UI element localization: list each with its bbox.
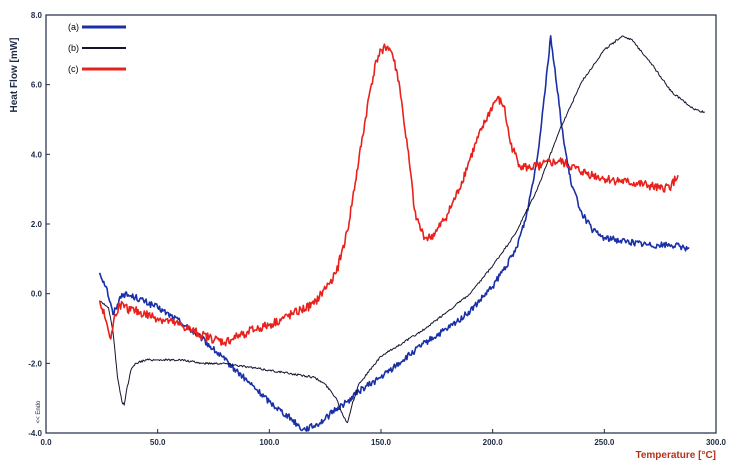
legend-label: (a) bbox=[68, 22, 79, 32]
x-tick-label: 150.0 bbox=[371, 438, 392, 447]
legend-label: (c) bbox=[68, 64, 79, 74]
x-tick-label: 250.0 bbox=[594, 438, 615, 447]
y-tick-label: 2.0 bbox=[31, 220, 43, 229]
y-tick-label: 0.0 bbox=[31, 290, 43, 299]
y-tick-label: 4.0 bbox=[31, 150, 43, 159]
x-axis-ticks: 0.0 50.0 100.0 150.0 200.0 250.0 300.0 bbox=[40, 429, 727, 447]
x-tick-label: 300.0 bbox=[706, 438, 727, 447]
x-tick-label: 50.0 bbox=[150, 438, 166, 447]
y-tick-label: 6.0 bbox=[31, 81, 43, 90]
endo-label: << Endo bbox=[36, 400, 42, 423]
series-layer bbox=[98, 35, 706, 432]
series-line-2 bbox=[99, 35, 706, 424]
x-tick-label: 100.0 bbox=[259, 438, 280, 447]
y-axis-label: Heat Flow bbox=[9, 65, 20, 112]
series-line-3 bbox=[98, 43, 679, 347]
y-tick-label: -4.0 bbox=[28, 429, 42, 438]
y-axis-unit: [mW] bbox=[9, 37, 20, 62]
x-tick-label: 200.0 bbox=[483, 438, 504, 447]
legend-label: (b) bbox=[68, 43, 79, 53]
x-axis-unit: [°C] bbox=[698, 450, 716, 461]
x-axis-label: Temperature bbox=[635, 450, 695, 461]
y-axis-ticks: -4.0 -2.0 0.0 2.0 4.0 6.0 8.0 bbox=[28, 11, 50, 438]
y-axis-title: Heat Flow [mW] bbox=[9, 37, 20, 112]
x-axis-title: Temperature [°C] bbox=[635, 450, 716, 461]
y-tick-label: -2.0 bbox=[28, 359, 42, 368]
legend: (a) (b) (c) bbox=[68, 22, 126, 74]
x-tick-label: 0.0 bbox=[40, 438, 52, 447]
y-tick-label: 8.0 bbox=[31, 11, 43, 20]
